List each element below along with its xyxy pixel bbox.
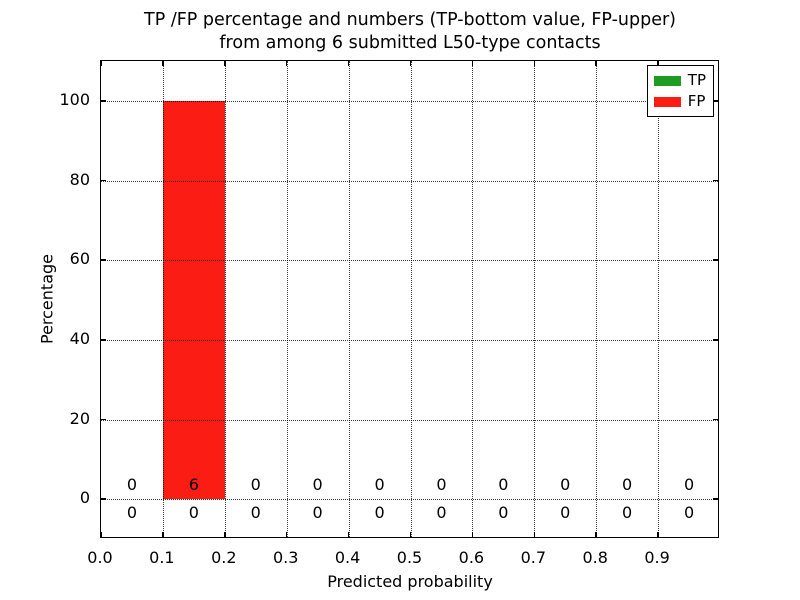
y-tick-label: 100 <box>59 89 90 109</box>
x-tick-mark <box>100 61 102 66</box>
gridline-x <box>348 61 350 537</box>
gridline-x <box>224 61 226 537</box>
x-tick-mark <box>471 532 474 537</box>
gridline-x <box>162 61 164 537</box>
y-tick-mark <box>713 100 718 102</box>
x-tick-label: 0.7 <box>520 548 547 567</box>
gridline-x <box>286 61 288 537</box>
x-tick-mark <box>162 532 164 537</box>
y-tick-mark <box>101 259 106 261</box>
x-tick-mark <box>347 532 350 537</box>
chart-title-line2: from among 6 submitted L50-type contacts <box>219 33 601 53</box>
x-tick-mark <box>595 61 597 66</box>
bar-fp <box>162 100 225 500</box>
count-label-fp: 0 <box>436 475 447 494</box>
x-tick-label: 0.2 <box>211 548 237 567</box>
count-label-fp: 0 <box>126 475 138 494</box>
count-label-tp: 0 <box>126 503 138 522</box>
chart-title-line1: TP /FP percentage and numbers (TP-bottom… <box>144 10 676 30</box>
x-tick-mark <box>657 61 659 66</box>
count-label-fp: 0 <box>560 475 571 494</box>
gridline-y <box>101 180 718 182</box>
count-label-fp: 0 <box>683 475 695 494</box>
count-label-tp: 0 <box>622 503 633 522</box>
x-tick-mark <box>471 61 474 66</box>
y-tick-mark <box>101 179 106 182</box>
y-tick-mark <box>101 339 106 341</box>
x-tick-mark <box>409 532 412 537</box>
count-label-tp: 0 <box>683 503 695 522</box>
count-label-fp: 0 <box>374 475 385 494</box>
x-tick-mark <box>162 61 164 66</box>
x-tick-mark <box>595 532 597 537</box>
x-tick-mark <box>533 532 536 537</box>
gridline-y <box>101 260 718 262</box>
y-tick-mark <box>713 339 718 341</box>
gridline-y <box>101 100 718 102</box>
count-label-fp: 0 <box>498 475 509 494</box>
count-label-tp: 0 <box>188 503 199 522</box>
x-tick-label: 0.8 <box>582 548 608 567</box>
legend-label-fp: FP <box>687 92 706 110</box>
x-tick-mark <box>347 61 350 66</box>
count-label-tp: 0 <box>250 503 261 522</box>
y-tick-label: 80 <box>69 169 90 189</box>
y-tick-label: 60 <box>69 249 90 269</box>
y-tick-label: 20 <box>69 408 90 428</box>
x-tick-mark <box>285 532 288 537</box>
plot-area: 0 0 0 0 0 0 0 0 0 0 0 6 0 0 0 0 0 0 0 0 TP FP <box>100 60 719 538</box>
x-tick-label: 0.3 <box>272 548 299 567</box>
count-label-fp: 0 <box>622 475 633 494</box>
x-tick-mark <box>224 532 226 537</box>
count-label-tp: 0 <box>560 503 571 522</box>
count-label-fp: 6 <box>188 475 199 494</box>
y-tick-label: 0 <box>79 488 90 508</box>
chart-title: TP /FP percentage and numbers (TP-bottom… <box>100 9 720 55</box>
y-tick-label: 40 <box>69 328 90 348</box>
gridline-y <box>101 499 718 501</box>
count-label-tp: 0 <box>312 503 323 522</box>
x-tick-label: 0.6 <box>458 548 485 567</box>
count-label-fp: 0 <box>312 475 323 494</box>
legend-row-fp: FP <box>653 91 706 112</box>
y-tick-mark <box>713 418 718 421</box>
x-tick-mark <box>533 61 536 66</box>
legend: TP FP <box>646 65 714 117</box>
count-label-tp: 0 <box>498 503 509 522</box>
legend-row-tp: TP <box>653 70 706 91</box>
legend-label-tp: TP <box>687 71 706 89</box>
gridline-y <box>101 339 718 341</box>
y-tick-mark <box>713 179 718 182</box>
x-tick-mark <box>409 61 412 66</box>
gridline-x <box>596 61 598 537</box>
x-axis-label: Predicted probability <box>327 572 493 591</box>
count-label-tp: 0 <box>374 503 385 522</box>
gridline-x <box>658 61 660 537</box>
x-tick-mark <box>224 61 226 66</box>
y-tick-mark <box>101 100 106 102</box>
y-tick-mark <box>713 498 718 500</box>
y-tick-mark <box>101 418 106 421</box>
x-tick-label: 0.0 <box>87 548 113 567</box>
x-tick-label: 0.1 <box>149 548 175 567</box>
x-tick-mark <box>100 532 102 537</box>
x-tick-label: 0.4 <box>334 548 361 567</box>
x-tick-mark <box>285 61 288 66</box>
legend-swatch-fp-icon <box>653 96 681 107</box>
x-tick-label: 0.9 <box>644 548 670 567</box>
gridline-x <box>472 61 474 537</box>
count-label-tp: 0 <box>436 503 447 522</box>
y-tick-mark <box>713 259 718 261</box>
gridline-x <box>410 61 412 537</box>
gridline-y <box>101 419 718 421</box>
count-label-fp: 0 <box>250 475 261 494</box>
gridline-x <box>534 61 536 537</box>
x-tick-label: 0.5 <box>396 548 423 567</box>
x-tick-mark <box>657 532 659 537</box>
legend-swatch-tp-icon <box>653 75 681 86</box>
y-tick-mark <box>101 498 106 500</box>
